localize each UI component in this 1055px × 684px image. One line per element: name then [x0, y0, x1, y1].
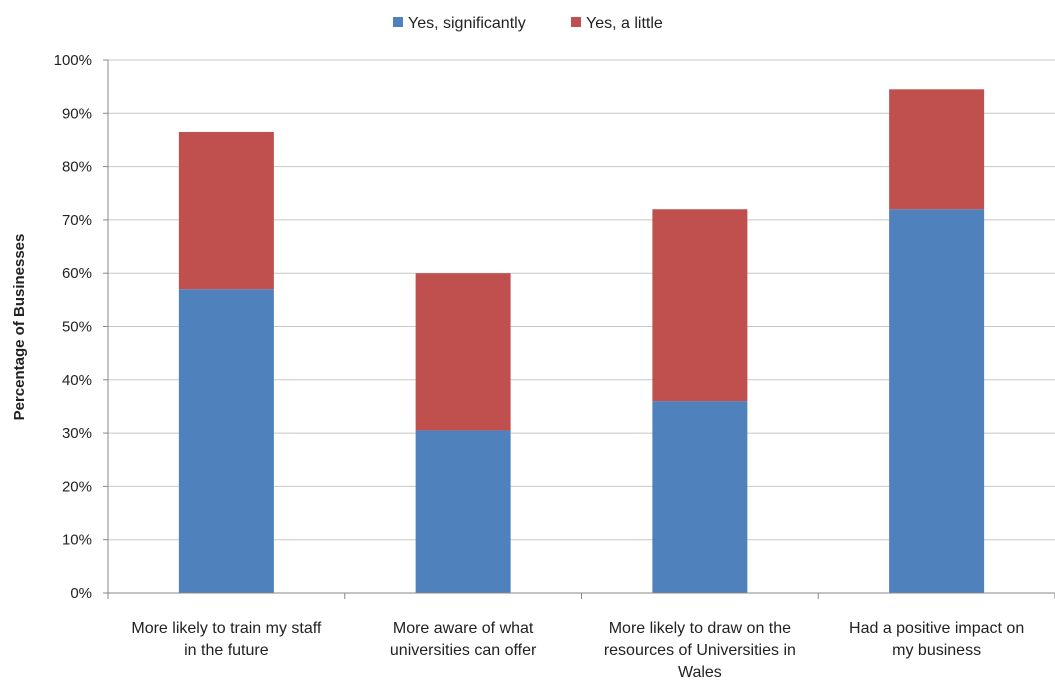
y-tick-label: 40% — [62, 372, 92, 389]
y-tick-label: 0% — [70, 585, 92, 602]
y-tick-label: 30% — [62, 425, 92, 442]
y-tick-labels: 0% 10% 20% 30% 40% 50% 60% 70% 80% 90% 100% — [54, 52, 92, 602]
y-axis-label: Percentage of Businesses — [11, 234, 28, 421]
y-tick-label: 60% — [62, 265, 92, 282]
x-category-label-line: More likely to draw on the — [609, 620, 791, 637]
bar-significantly-3 — [652, 401, 748, 593]
bar-significantly-2 — [415, 430, 511, 593]
bar-significantly-4 — [889, 209, 985, 594]
x-category-label-line: my business — [892, 642, 981, 659]
x-category-label-line: in the future — [184, 642, 269, 659]
x-category-label: Had a positive impact on my business — [849, 620, 1024, 659]
y-tick-label: 50% — [62, 319, 92, 336]
x-category-label-line: Wales — [678, 664, 722, 681]
bars — [178, 89, 985, 594]
y-tick-label: 100% — [54, 52, 92, 69]
bar-a-little-4 — [889, 89, 985, 210]
x-category-label-line: resources of Universities in — [604, 642, 796, 659]
legend-label: Yes, significantly — [408, 15, 526, 32]
y-tick-label: 10% — [62, 532, 92, 549]
x-category-label-line: universities can offer — [390, 642, 537, 659]
bar-a-little-3 — [652, 209, 748, 402]
x-category-labels: More likely to train my staff in the futu… — [131, 620, 1024, 681]
x-category-label: More likely to draw on the resources of U… — [604, 620, 796, 681]
bar-a-little-1 — [178, 131, 274, 290]
y-tick-label: 90% — [62, 105, 92, 122]
bar-a-little-2 — [415, 273, 511, 431]
axes — [107, 60, 1055, 599]
x-category-label-line: More aware of what — [393, 620, 534, 637]
y-tick-label: 20% — [62, 478, 92, 495]
y-tick-label: 80% — [62, 159, 92, 176]
x-category-label-line: More likely to train my staff — [131, 620, 322, 637]
legend-label: Yes, a little — [586, 15, 663, 32]
y-tick-label: 70% — [62, 212, 92, 229]
bar-significantly-1 — [178, 289, 274, 593]
x-category-label: More aware of what universities can offer — [390, 620, 537, 659]
x-category-label: More likely to train my staff in the futu… — [131, 620, 322, 659]
legend-swatch — [571, 17, 581, 27]
legend-swatch — [393, 17, 403, 27]
x-category-label-line: Had a positive impact on — [849, 620, 1024, 637]
legend: Yes, significantly Yes, a little — [393, 15, 663, 32]
